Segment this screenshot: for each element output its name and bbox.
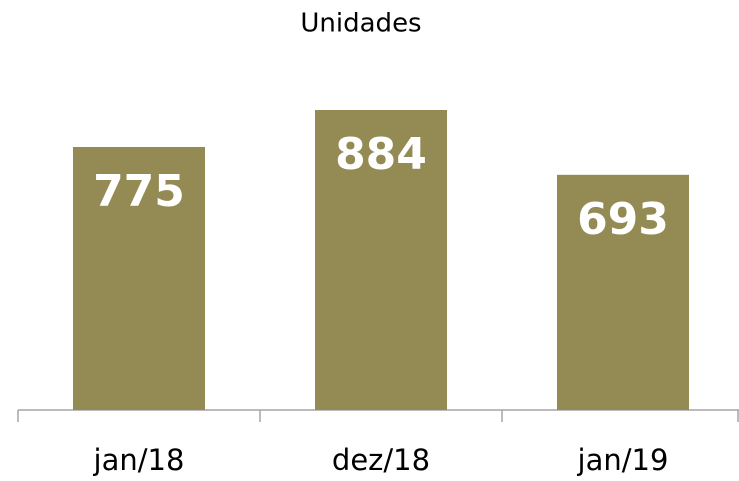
bar — [557, 174, 689, 410]
chart-title: Unidades — [300, 9, 421, 39]
data-label: 775 — [93, 166, 185, 217]
x-tick-label: jan/18 — [93, 443, 185, 477]
bar — [73, 146, 205, 410]
data-label: 693 — [577, 194, 669, 245]
bar — [315, 110, 447, 410]
data-label: 884 — [335, 129, 427, 180]
x-tick-label: dez/18 — [332, 443, 430, 477]
x-tick-label: jan/19 — [577, 443, 669, 477]
